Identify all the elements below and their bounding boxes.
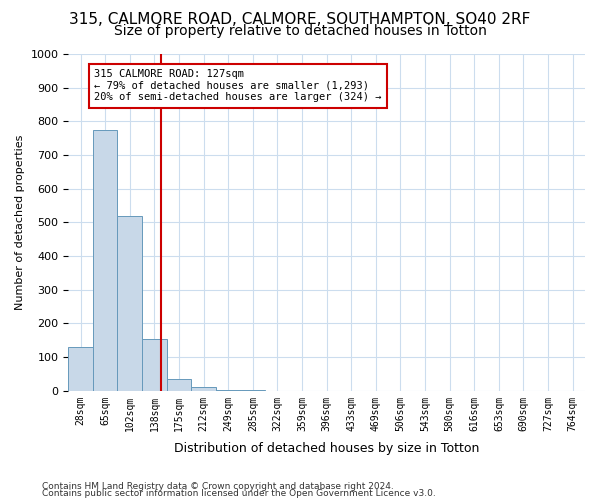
Bar bbox=[167, 379, 191, 391]
Bar bbox=[216, 390, 241, 391]
Text: 315, CALMORE ROAD, CALMORE, SOUTHAMPTON, SO40 2RF: 315, CALMORE ROAD, CALMORE, SOUTHAMPTON,… bbox=[70, 12, 530, 28]
Bar bbox=[118, 216, 142, 391]
Text: Contains HM Land Registry data © Crown copyright and database right 2024.: Contains HM Land Registry data © Crown c… bbox=[42, 482, 394, 491]
Y-axis label: Number of detached properties: Number of detached properties bbox=[15, 134, 25, 310]
Bar bbox=[191, 388, 216, 391]
Text: 315 CALMORE ROAD: 127sqm
← 79% of detached houses are smaller (1,293)
20% of sem: 315 CALMORE ROAD: 127sqm ← 79% of detach… bbox=[94, 69, 382, 102]
Bar bbox=[93, 130, 118, 391]
X-axis label: Distribution of detached houses by size in Totton: Distribution of detached houses by size … bbox=[174, 442, 479, 455]
Bar bbox=[142, 338, 167, 391]
Bar bbox=[68, 347, 93, 391]
Text: Size of property relative to detached houses in Totton: Size of property relative to detached ho… bbox=[113, 24, 487, 38]
Text: Contains public sector information licensed under the Open Government Licence v3: Contains public sector information licen… bbox=[42, 490, 436, 498]
